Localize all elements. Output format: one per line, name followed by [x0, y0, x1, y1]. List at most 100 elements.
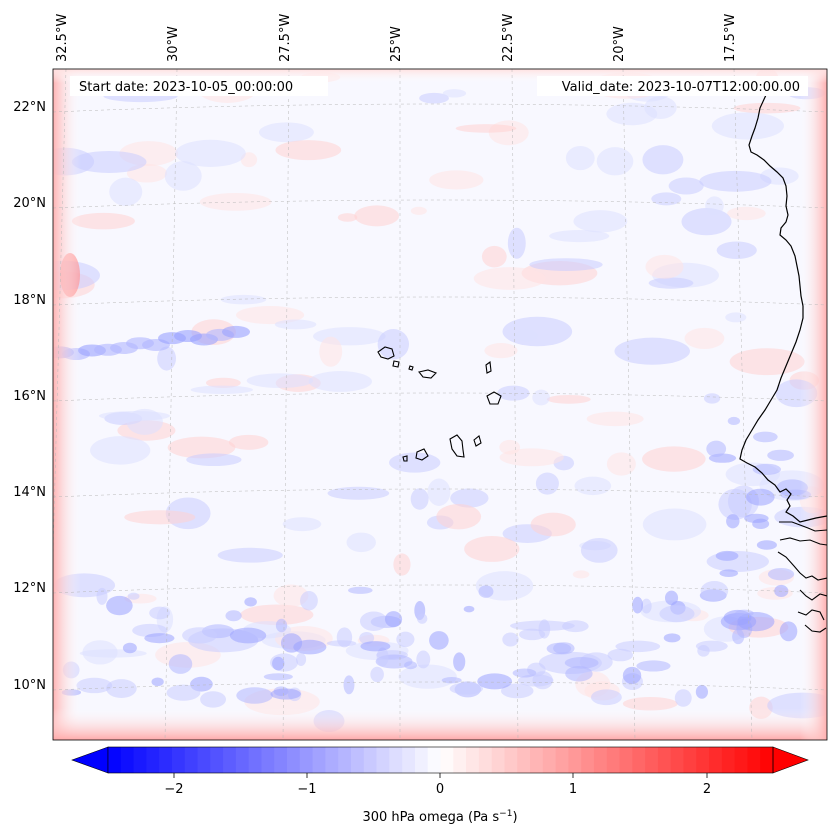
colorbar-step	[466, 747, 480, 773]
omega-blob	[450, 488, 489, 508]
omega-blob	[71, 212, 135, 230]
omega-blob	[275, 140, 342, 161]
africa-coastline	[739, 94, 827, 523]
lon-label-25w: 25°W	[389, 26, 404, 62]
colorbar-step	[389, 747, 403, 773]
omega-blob	[343, 675, 355, 695]
omega-blob	[300, 591, 318, 611]
omega-blob	[478, 585, 494, 598]
omega-blob	[429, 631, 449, 650]
lat-label-20n: 20°N	[13, 196, 46, 211]
omega-blob	[659, 605, 695, 623]
omega-blob	[488, 120, 529, 146]
colorbar-step	[542, 747, 557, 773]
colorbar-step	[363, 747, 378, 773]
lon-label-27-5w: 27.5°W	[278, 14, 293, 62]
lat-label-18n: 18°N	[13, 293, 46, 308]
omega-blob	[706, 551, 769, 572]
omega-blob	[756, 540, 777, 550]
omega-blob	[167, 436, 236, 459]
omega-blob	[449, 682, 483, 695]
omega-blob	[164, 161, 202, 191]
omega-blob	[716, 241, 757, 260]
graticule	[53, 69, 827, 740]
omega-blob	[228, 434, 269, 450]
omega-blob	[753, 431, 778, 443]
omega-blob	[280, 633, 303, 653]
colorbar-step	[491, 747, 505, 773]
colorbar-label: 300 hPa omega (Pa s−1)	[362, 809, 517, 825]
omega-blob	[186, 453, 242, 467]
omega-blob	[464, 536, 520, 562]
start-date-box	[70, 76, 328, 96]
longitude-gridline	[164, 69, 178, 740]
omega-blob	[157, 346, 176, 371]
colorbar-step	[504, 747, 518, 773]
omega-blob	[71, 150, 147, 173]
lat-label-12n: 12°N	[13, 581, 46, 596]
omega-blob	[348, 586, 373, 594]
omega-blob	[273, 584, 309, 607]
omega-blob	[499, 448, 564, 467]
lon-label-30w: 30°W	[166, 26, 181, 62]
omega-blob	[393, 553, 411, 576]
omega-blob	[410, 206, 427, 216]
omega-blob	[727, 416, 741, 426]
omega-blob	[416, 650, 431, 669]
omega-blob	[507, 227, 526, 259]
omega-blob	[151, 677, 164, 687]
start-date-text: Start date: 2023-10-05_00:00:00	[79, 80, 293, 95]
colorbar-step	[171, 747, 186, 773]
omega-blob	[404, 661, 418, 670]
colorbar-step	[478, 747, 493, 773]
omega-blob	[705, 196, 724, 216]
omega-blob	[326, 640, 357, 647]
omega-blob	[622, 666, 642, 684]
omega-blob	[532, 671, 553, 690]
omega-blob	[519, 628, 546, 641]
omega-blob	[354, 205, 400, 227]
omega-blob	[258, 122, 314, 143]
omega-blob	[481, 245, 507, 268]
colorbar-step	[274, 747, 288, 773]
colorbar-extend-high	[772, 746, 809, 774]
valid-date-box	[537, 76, 808, 96]
colorbar-step	[133, 747, 147, 773]
omega-blob	[674, 689, 692, 707]
colorbar-step	[414, 747, 429, 773]
omega-blob	[175, 139, 246, 167]
omega-blob	[706, 440, 727, 457]
omega-blob	[484, 342, 518, 359]
longitude-gridline	[282, 69, 290, 740]
omega-blob	[359, 611, 388, 631]
omega-blob	[767, 567, 795, 581]
omega-blob	[389, 452, 441, 473]
omega-blob	[144, 633, 175, 644]
omega-blob	[700, 581, 729, 601]
omega-blob	[729, 348, 805, 376]
omega-blob	[360, 641, 391, 652]
colorbar-step	[760, 747, 774, 773]
omega-blob	[549, 229, 610, 243]
longitude-gridline	[733, 69, 753, 740]
omega-blob	[681, 208, 732, 236]
omega-blob	[497, 385, 530, 401]
lon-label-17-5w: 17.5°W	[723, 14, 738, 62]
omega-blob	[546, 394, 591, 404]
omega-blob	[109, 177, 143, 206]
omega-blob	[779, 621, 798, 642]
omega-field	[53, 69, 827, 733]
omega-blob	[246, 373, 314, 388]
colorbar-tick-m2: −2	[164, 782, 183, 797]
omega-blob	[703, 393, 721, 404]
colorbar-step	[338, 747, 352, 773]
omega-blob	[225, 610, 242, 622]
lon-label-32-5w: 32.5°W	[55, 14, 70, 62]
omega-blob	[398, 664, 457, 689]
omega-blob	[752, 463, 782, 475]
omega-blob	[573, 210, 628, 233]
omega-blob	[641, 598, 652, 614]
latitude-gridline	[53, 488, 827, 498]
omega-blob	[767, 449, 794, 461]
